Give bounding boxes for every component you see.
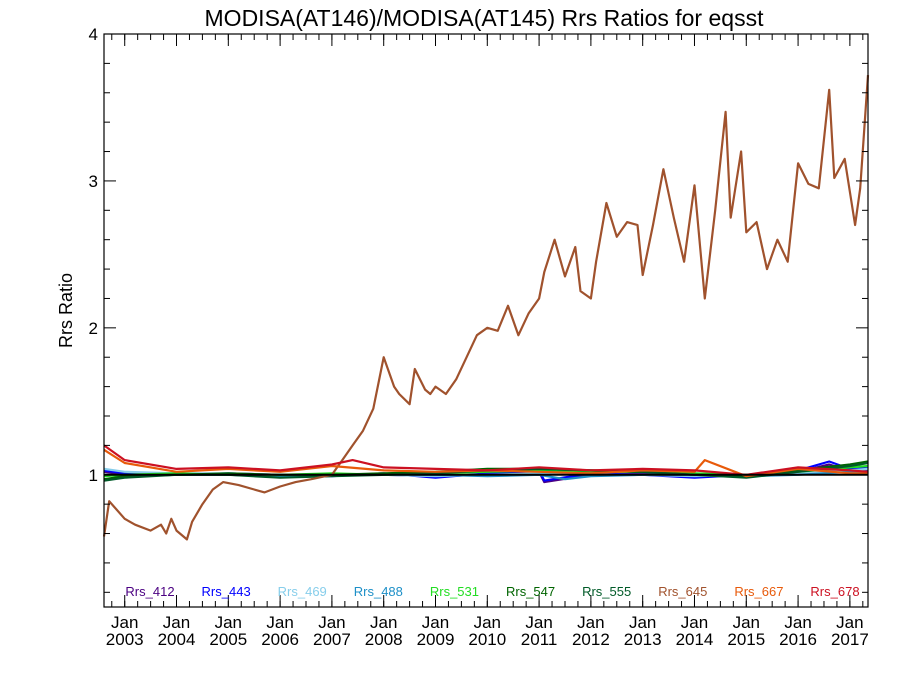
x-tick-year-label: 2015 <box>727 630 765 649</box>
legend-entry-rrs-412: Rrs_412 <box>125 584 174 599</box>
x-tick-month-label: Jan <box>266 613 293 632</box>
x-tick-month-label: Jan <box>577 613 604 632</box>
legend-entry-rrs-645: Rrs_645 <box>658 584 707 599</box>
x-tick-month-label: Jan <box>163 613 190 632</box>
series-line-rrs-678 <box>103 444 869 476</box>
x-tick-year-label: 2016 <box>779 630 817 649</box>
x-tick-month-label: Jan <box>836 613 863 632</box>
y-tick-label: 2 <box>89 319 98 338</box>
x-tick-year-label: 2005 <box>209 630 247 649</box>
legend-entry-rrs-531: Rrs_531 <box>430 584 479 599</box>
x-tick-month-label: Jan <box>370 613 397 632</box>
x-tick-year-label: 2003 <box>106 630 144 649</box>
x-tick-year-label: 2011 <box>521 630 558 649</box>
axes-layer: 1234Jan2003Jan2004Jan2005Jan2006Jan2007J… <box>89 25 869 649</box>
x-tick-month-label: Jan <box>215 613 242 632</box>
y-axis-label: Rrs Ratio <box>56 273 76 348</box>
y-tick-label: 1 <box>89 466 98 485</box>
x-tick-month-label: Jan <box>422 613 449 632</box>
series-line-rrs-645 <box>102 75 870 541</box>
legend-entry-rrs-443: Rrs_443 <box>202 584 251 599</box>
x-tick-year-label: 2013 <box>624 630 662 649</box>
x-tick-month-label: Jan <box>629 613 656 632</box>
x-tick-month-label: Jan <box>525 613 552 632</box>
x-tick-year-label: 2012 <box>572 630 610 649</box>
series-layer <box>102 75 870 541</box>
y-tick-label: 3 <box>89 172 98 191</box>
legend-entry-rrs-547: Rrs_547 <box>506 584 555 599</box>
chart-title: MODISA(AT146)/MODISA(AT145) Rrs Ratios f… <box>205 5 765 31</box>
x-tick-year-label: 2004 <box>158 630 196 649</box>
y-tick-label: 4 <box>89 25 98 44</box>
x-tick-year-label: 2007 <box>313 630 351 649</box>
x-tick-month-label: Jan <box>474 613 501 632</box>
legend-entry-rrs-555: Rrs_555 <box>582 584 631 599</box>
x-tick-month-label: Jan <box>681 613 708 632</box>
x-tick-year-label: 2014 <box>676 630 714 649</box>
x-tick-month-label: Jan <box>733 613 760 632</box>
legend: Rrs_412 Rrs_443 Rrs_469 Rrs_488 Rrs_531 Rrs_5… <box>125 584 859 599</box>
x-tick-month-label: Jan <box>111 613 138 632</box>
legend-entry-rrs-667: Rrs_667 <box>734 584 783 599</box>
x-tick-year-label: 2009 <box>417 630 455 649</box>
legend-entry-rrs-678: Rrs_678 <box>810 584 859 599</box>
x-tick-month-label: Jan <box>318 613 345 632</box>
x-tick-year-label: 2010 <box>468 630 506 649</box>
x-tick-month-label: Jan <box>784 613 811 632</box>
legend-entry-rrs-469: Rrs_469 <box>278 584 327 599</box>
x-tick-year-label: 2006 <box>261 630 299 649</box>
legend-entry-rrs-488: Rrs_488 <box>354 584 403 599</box>
x-tick-year-label: 2017 <box>831 630 869 649</box>
x-tick-year-label: 2008 <box>365 630 403 649</box>
plot-frame <box>103 33 869 608</box>
